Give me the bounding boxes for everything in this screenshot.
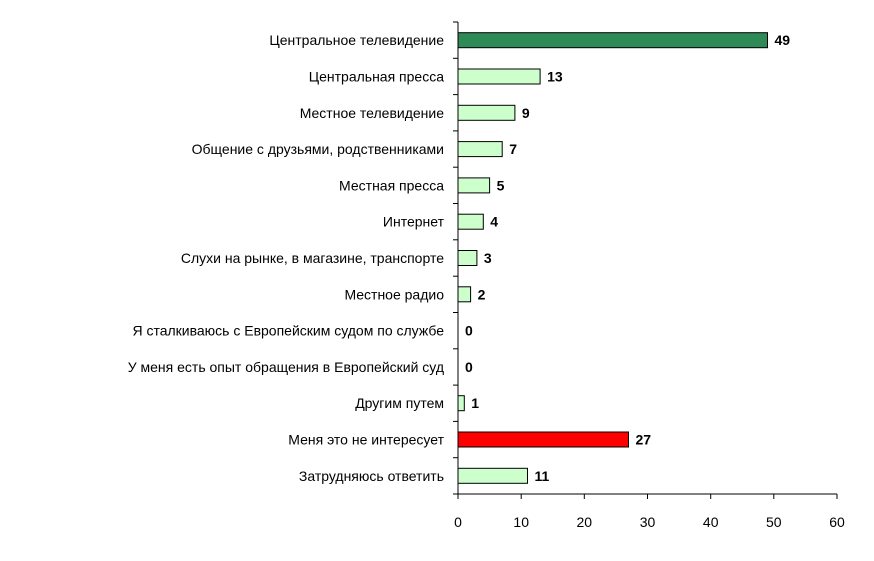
category-label-8: Местное радио bbox=[344, 286, 444, 302]
bar-3 bbox=[457, 104, 516, 121]
value-label-13: 11 bbox=[535, 468, 550, 484]
x-tick-label-10: 10 bbox=[513, 514, 529, 530]
x-tick-label-30: 30 bbox=[640, 514, 656, 530]
category-label-9: Я сталкиваюсь с Европейским судом по слу… bbox=[132, 323, 444, 339]
bars-group bbox=[457, 32, 768, 484]
category-label-6: Интернет bbox=[383, 214, 445, 230]
axes-group: 0 10 20 30 40 50 60 bbox=[453, 21, 845, 530]
value-label-1: 49 bbox=[775, 32, 791, 48]
bar-11 bbox=[457, 395, 465, 412]
category-label-13: Затрудняюсь ответить bbox=[299, 468, 444, 484]
bar-1 bbox=[457, 32, 768, 49]
bar-2 bbox=[457, 68, 541, 85]
x-tick-label-50: 50 bbox=[766, 514, 782, 530]
x-tick-label-20: 20 bbox=[577, 514, 593, 530]
x-tick-label-0: 0 bbox=[454, 514, 462, 530]
category-label-5: Местная пресса bbox=[339, 177, 444, 193]
bar-8 bbox=[457, 286, 472, 303]
bar-13 bbox=[457, 467, 528, 484]
bar-4 bbox=[457, 141, 503, 158]
value-label-8: 2 bbox=[478, 286, 486, 302]
category-label-1: Центральное телевидение bbox=[269, 32, 444, 48]
category-label-4: Общение с друзьями, родственниками bbox=[192, 141, 444, 157]
category-label-12: Меня это не интересует bbox=[288, 432, 444, 448]
value-label-10: 0 bbox=[465, 359, 473, 375]
bar-6 bbox=[457, 213, 484, 230]
value-label-4: 7 bbox=[509, 141, 517, 157]
value-label-11: 1 bbox=[471, 395, 479, 411]
category-label-7: Слухи на рынке, в магазине, транспорте bbox=[181, 250, 444, 266]
value-label-12: 27 bbox=[636, 432, 652, 448]
x-tick-label-60: 60 bbox=[829, 514, 845, 530]
value-label-2: 13 bbox=[547, 69, 563, 85]
x-tick-label-40: 40 bbox=[703, 514, 719, 530]
category-label-3: Местное телевидение bbox=[300, 105, 445, 121]
value-label-3: 9 bbox=[522, 105, 530, 121]
category-label-10: У меня есть опыт обращения в Европейский… bbox=[128, 359, 444, 375]
value-label-6: 4 bbox=[490, 214, 498, 230]
value-labels: 49 13 9 7 5 4 3 2 0 0 1 27 11 bbox=[465, 32, 790, 484]
value-label-7: 3 bbox=[484, 250, 492, 266]
value-label-9: 0 bbox=[465, 323, 473, 339]
bar-5 bbox=[457, 177, 491, 194]
category-labels: Центральное телевидение Центральная пресс… bbox=[128, 32, 445, 484]
bar-7 bbox=[457, 250, 478, 266]
category-label-11: Другим путем bbox=[355, 395, 444, 411]
value-label-5: 5 bbox=[497, 177, 505, 193]
category-label-2: Центральная пресса bbox=[309, 69, 444, 85]
bar-12 bbox=[457, 431, 629, 448]
